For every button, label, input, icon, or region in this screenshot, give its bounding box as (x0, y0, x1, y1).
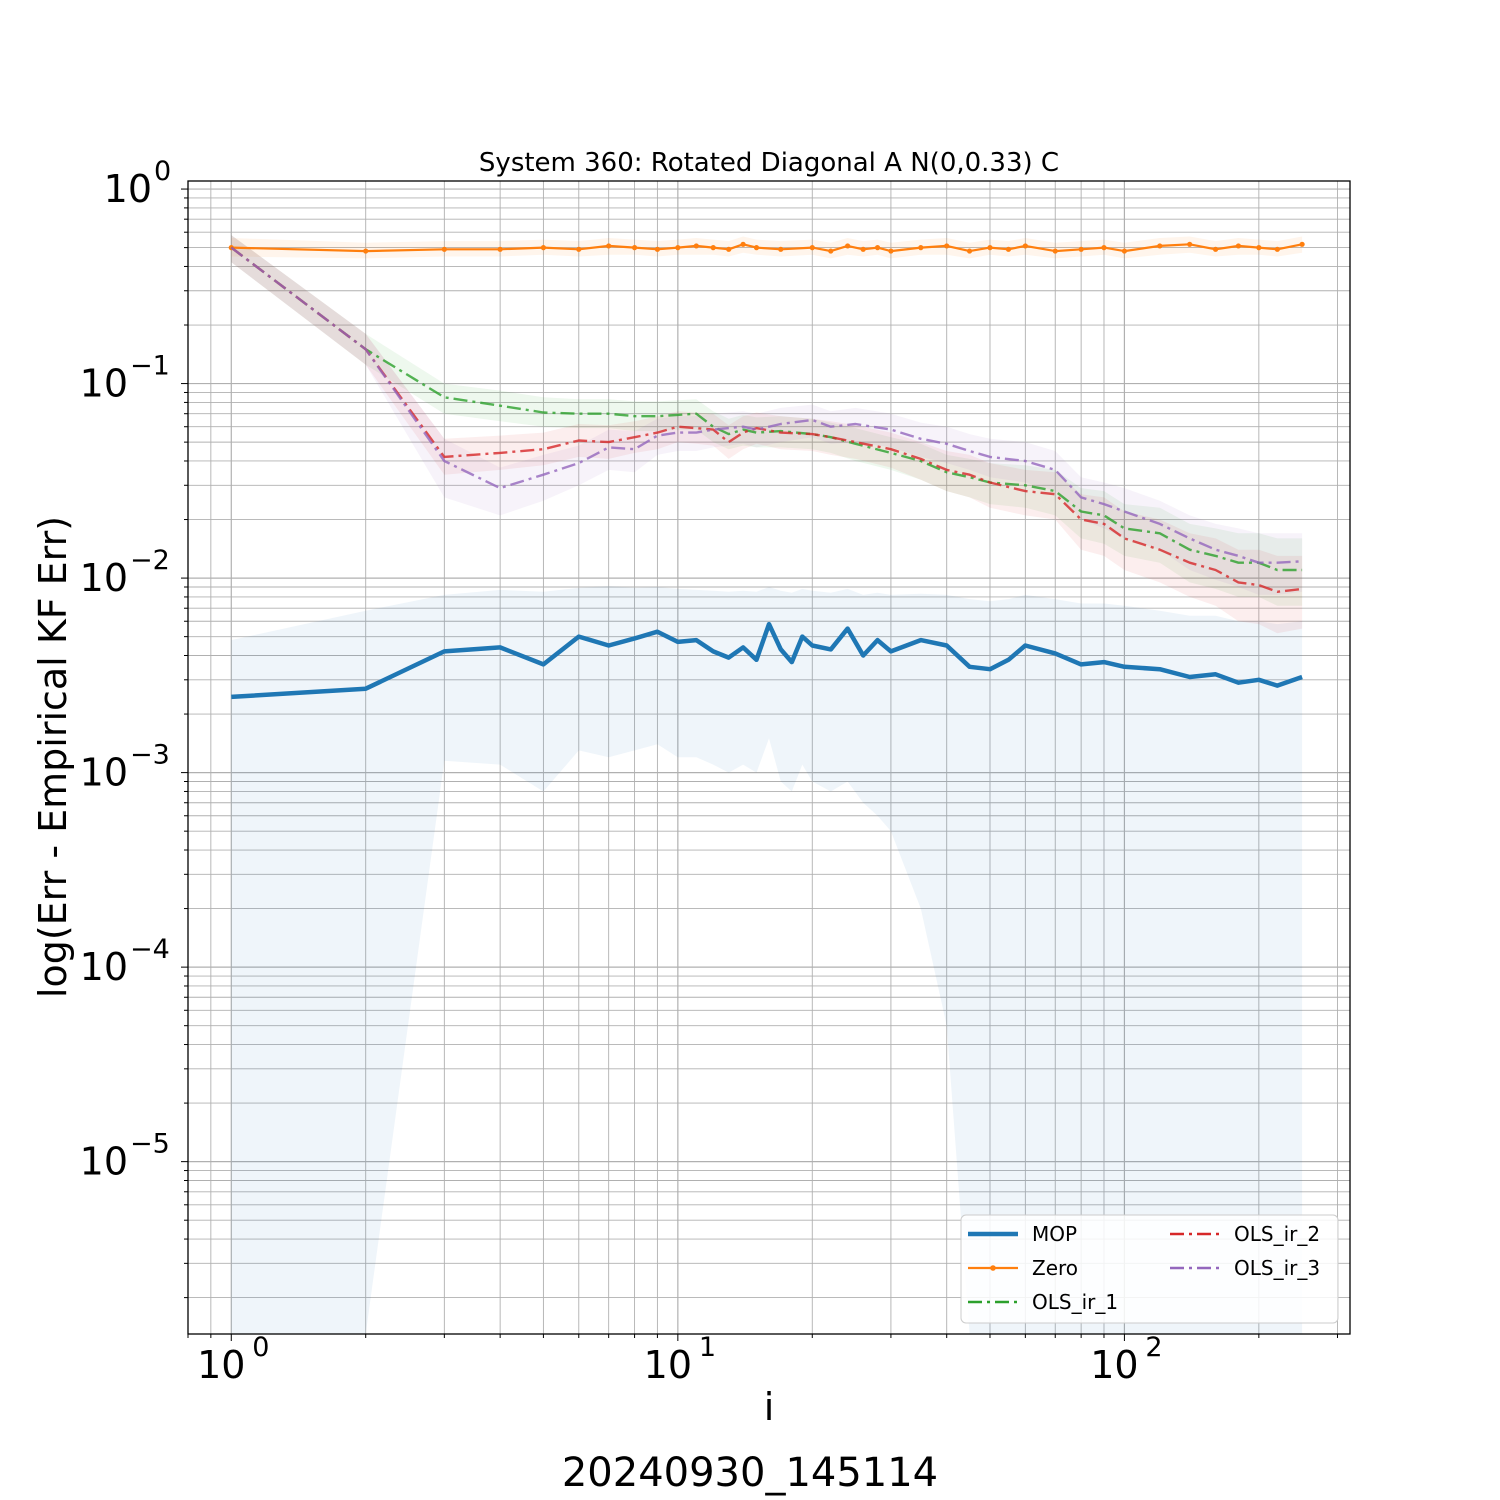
y-tick-exponent: −1 (130, 351, 170, 382)
marker-zero (441, 246, 447, 252)
marker-zero (631, 245, 638, 251)
marker-zero (1256, 245, 1262, 251)
legend-box (960, 1214, 1339, 1324)
marker-zero (1299, 241, 1305, 247)
marker-zero (363, 248, 369, 254)
y-tick-label: 10 (80, 945, 128, 989)
x-tick-exponent: 2 (1145, 1332, 1162, 1363)
plot-frame (187, 180, 1351, 1335)
marker-zero (606, 243, 612, 249)
confidence-bands (231, 235, 1303, 1334)
legend: MOP Zero OLS_ir_1 OLS_ir_2 OLS_ir_3 (960, 1214, 1339, 1324)
x-tick-exponent: 0 (252, 1332, 269, 1363)
marker-zero (874, 245, 881, 251)
marker-zero (1101, 245, 1107, 251)
y-tick-label: 10 (80, 362, 128, 406)
y-tick-label: 10 (80, 1140, 128, 1184)
marker-zero (1121, 248, 1128, 254)
y-axis-label: log(Err - Empirical KF Err) (31, 516, 75, 998)
legend-label: Zero (1032, 1256, 1078, 1280)
band-ols-ir-2 (231, 235, 1303, 634)
marker-zero (654, 246, 661, 252)
marker-zero (576, 246, 582, 252)
x-axis-ticks: 10 0 10 1 10 2 (187, 1332, 1338, 1387)
marker-zero (1212, 246, 1219, 252)
x-tick-exponent: 1 (699, 1332, 716, 1363)
y-tick-label: 10 (80, 751, 128, 795)
series-lines (228, 241, 1305, 700)
legend-label: OLS_ir_2 (1234, 1222, 1320, 1246)
y-tick-exponent: −4 (130, 934, 170, 965)
marker-zero (918, 245, 924, 251)
marker-zero (828, 248, 834, 254)
marker-zero (987, 245, 993, 251)
line-mop (231, 621, 1303, 700)
marker-zero (944, 243, 950, 249)
y-tick-label: 10 (80, 556, 128, 600)
y-tick-label: 10 (104, 167, 152, 211)
marker-zero (1274, 246, 1280, 252)
marker-zero (1052, 248, 1058, 254)
marker-zero (753, 245, 760, 251)
chart-title: System 360: Rotated Diagonal A N(0,0.33)… (479, 148, 1059, 178)
marker-zero (1005, 246, 1012, 252)
marker-zero (497, 246, 503, 252)
marker-zero (1157, 243, 1163, 249)
y-tick-exponent: −5 (130, 1129, 170, 1160)
marker-zero (888, 248, 894, 254)
y-tick-exponent: −3 (130, 740, 170, 771)
x-tick-label: 10 (644, 1343, 692, 1387)
marker-zero (809, 245, 815, 251)
marker-zero (540, 245, 547, 251)
legend-label: OLS_ir_1 (1032, 1290, 1118, 1314)
x-tick-label: 10 (1090, 1343, 1138, 1387)
marker-zero (740, 241, 746, 247)
marker-zero (845, 243, 851, 249)
legend-marker (990, 1265, 996, 1271)
marker-zero (1235, 243, 1242, 249)
marker-zero (860, 246, 866, 252)
band-ols-ir-3 (231, 235, 1303, 595)
marker-zero (675, 245, 681, 251)
marker-zero (966, 248, 973, 254)
footer-timestamp: 20240930_145114 (562, 1450, 938, 1496)
marker-zero (1022, 243, 1028, 249)
x-axis-label: i (764, 1385, 775, 1429)
marker-zero (778, 246, 784, 252)
band-mop (231, 586, 1303, 1334)
marker-zero (726, 246, 732, 252)
y-tick-exponent: 0 (154, 156, 171, 187)
band-ols-ir-1 (231, 235, 1303, 606)
legend-label: OLS_ir_3 (1234, 1256, 1320, 1280)
marker-zero (1187, 241, 1193, 247)
marker-zero (693, 243, 699, 249)
legend-label: MOP (1032, 1222, 1077, 1246)
y-tick-exponent: −2 (130, 545, 170, 576)
marker-zero (1078, 246, 1084, 252)
marker-zero (710, 245, 716, 251)
line-ols-ir-2 (230, 246, 1303, 593)
x-tick-label: 10 (197, 1343, 245, 1387)
